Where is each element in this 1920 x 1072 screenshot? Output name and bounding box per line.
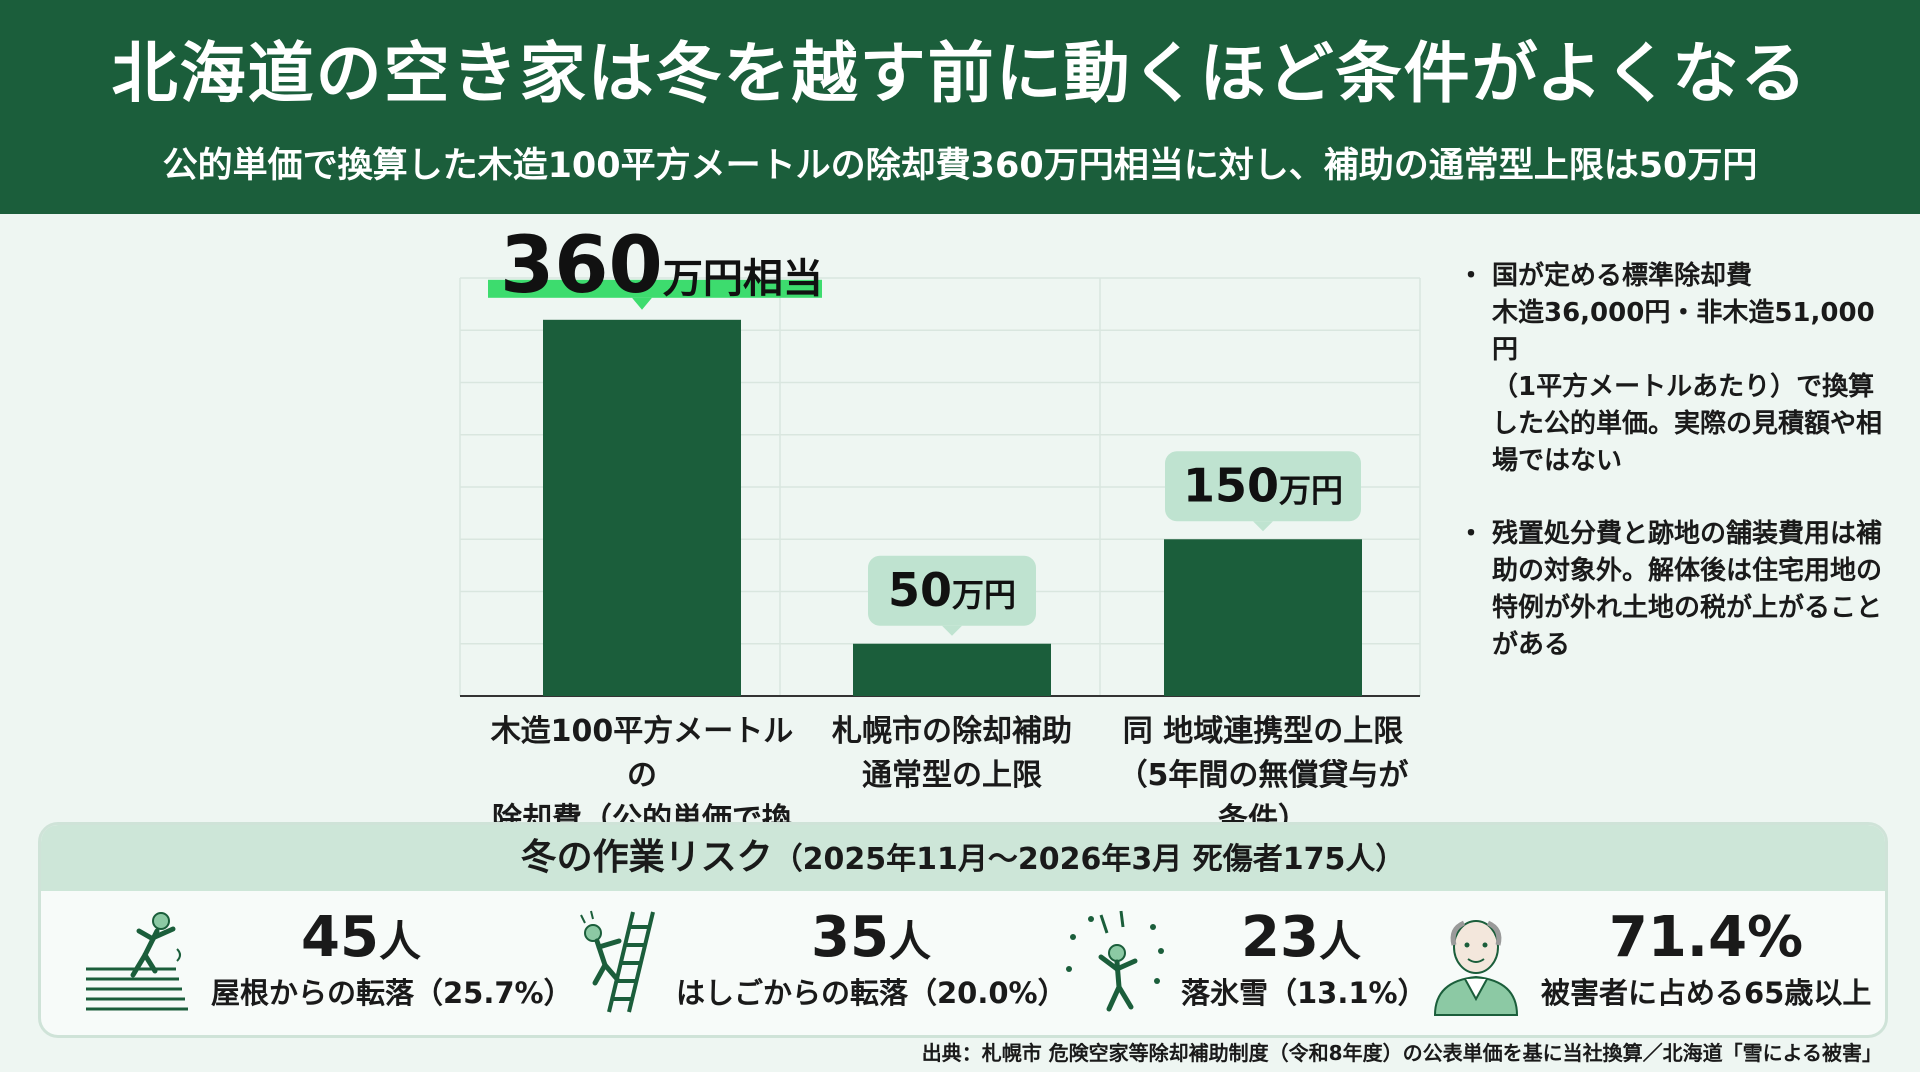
- risk-value-roof: 45: [301, 905, 379, 970]
- risk-unit-snow: 人: [1318, 917, 1361, 966]
- x-tick-label-1: 札幌市の除却補助 通常型の上限: [832, 714, 1072, 793]
- risk-panel-header: 冬の作業リスク（2025年11月〜2026年3月 死傷者175人）: [41, 825, 1885, 891]
- risk-label-snow: 落氷雪（13.1%）: [1181, 976, 1427, 1010]
- risk-text-roof: 45人 屋根からの転落（25.7%）: [211, 905, 573, 1013]
- header-banner: 北海道の空き家は冬を越す前に動くほど条件がよくなる 公的単価で換算した木造100…: [0, 0, 1920, 214]
- risk-label-elderly: 被害者に占める65歳以上: [1541, 976, 1872, 1010]
- winter-risk-panel: 冬の作業リスク（2025年11月〜2026年3月 死傷者175人） 45人 屋根…: [38, 822, 1888, 1038]
- data-label-1: 50万円: [888, 563, 1016, 617]
- risk-label-ladder: はしごからの転落（20.0%）: [676, 976, 1067, 1010]
- data-label-box-2: [1165, 451, 1361, 522]
- notes-list: 国が定める標準除却費木造36,000円・非木造51,000円（1平方メートルあた…: [1458, 258, 1890, 700]
- data-label-box-1: [868, 555, 1036, 626]
- risk-period: （2025年11月〜2026年3月 死傷者175人）: [772, 842, 1406, 877]
- falling-snow-icon: [1066, 910, 1164, 1012]
- risk-value-ladder: 35: [811, 905, 889, 970]
- risk-unit-roof: 人: [378, 917, 421, 966]
- risk-text-ladder: 35人 はしごからの転落（20.0%）: [676, 905, 1067, 1013]
- data-label-2: 150万円: [1183, 458, 1343, 512]
- ladder-fall-icon: [580, 910, 655, 1013]
- risk-value-elderly: 71.4%: [1608, 905, 1804, 970]
- risk-text-elderly: 71.4% 被害者に占める65歳以上: [1541, 907, 1871, 1013]
- bar-0: [543, 319, 741, 696]
- data-label-0: 360万円相当: [500, 221, 823, 311]
- risk-unit-ladder: 人: [888, 917, 931, 966]
- source-note: 出典：札幌市 危険空家等除却補助制度（令和8年度）の公表単価を基に当社換算／北海…: [921, 1041, 1882, 1065]
- bar-2: [1164, 539, 1362, 696]
- data-label-pointer-1: [942, 625, 962, 636]
- risk-title: 冬の作業リスク: [520, 837, 773, 878]
- roof-fall-icon: [86, 912, 188, 1011]
- data-label-highlight-0: [488, 279, 822, 298]
- data-label-pointer-2: [1253, 521, 1273, 532]
- risk-text-snow: 23人 落氷雪（13.1%）: [1181, 905, 1427, 1013]
- page-subtitle: 公的単価で換算した木造100平方メートルの除却費360万円相当に対し、補助の通常…: [162, 146, 1758, 186]
- page-title: 北海道の空き家は冬を越す前に動くほど条件がよくなる: [111, 35, 1809, 112]
- risk-value-snow: 23: [1241, 905, 1319, 970]
- risk-label-roof: 屋根からの転落（25.7%）: [211, 976, 573, 1010]
- data-label-pointer-0: [632, 297, 652, 310]
- bar-1: [853, 643, 1051, 696]
- note-excluded-costs: 残置処分費と跡地の舗装費用は補助の対象外。解体後は住宅用地の特例が外れ土地の税が…: [1458, 516, 1890, 664]
- note-standard-cost: 国が定める標準除却費木造36,000円・非木造51,000円（1平方メートルあた…: [1458, 258, 1890, 480]
- elderly-person-icon: [1433, 920, 1519, 1016]
